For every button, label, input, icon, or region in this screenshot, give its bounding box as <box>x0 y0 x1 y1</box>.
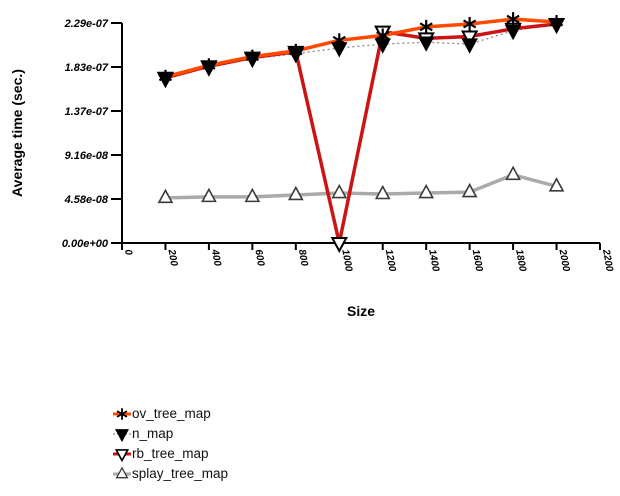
legend-label: ov_tree_map <box>132 406 211 421</box>
data-point-marker <box>114 449 130 462</box>
legend-label: splay_tree_map <box>132 466 229 481</box>
x-tick-label: 2200 <box>600 248 615 273</box>
y-tick-label: 9.16e-08 <box>65 150 109 162</box>
x-axis-title: Size <box>346 303 376 319</box>
data-point-marker <box>463 16 477 31</box>
data-point-marker <box>157 188 174 204</box>
data-point-marker <box>331 183 348 199</box>
data-point-marker <box>287 185 304 201</box>
rb_tree_map-line <box>165 22 557 244</box>
data-point-marker <box>289 43 303 58</box>
data-point-marker <box>115 429 129 442</box>
x-tick-label: 1800 <box>513 249 528 273</box>
legend-label: rb_tree_map <box>132 446 209 461</box>
y-tick-label: 2.29e-07 <box>64 18 109 30</box>
triangle-down-open-legend-marker-icon <box>113 449 131 462</box>
n_map-line <box>165 23 557 80</box>
x-tick-label: 1400 <box>426 249 441 273</box>
ov_tree_map-line <box>165 17 557 79</box>
x-tick-label: 400 <box>209 248 223 268</box>
asterisk-legend-marker-icon <box>113 408 131 420</box>
data-point-marker <box>418 183 435 199</box>
splay_tree_map-line <box>165 172 557 200</box>
x-tick-label: 200 <box>165 248 179 268</box>
data-point-marker <box>115 466 129 479</box>
data-point-marker <box>549 15 564 30</box>
x-tick-label: 1200 <box>383 249 398 273</box>
data-point-marker <box>116 408 128 420</box>
data-point-marker <box>419 19 433 34</box>
data-point-marker <box>245 49 259 64</box>
plot-area: 0 200 400 600 800 1000 1200 1400 1600 1800 2000 220… <box>62 12 615 273</box>
data-point-marker <box>461 182 478 198</box>
data-point-marker <box>461 38 478 54</box>
data-point-marker <box>548 177 565 192</box>
y-tick-label: 4.58e-08 <box>64 194 109 206</box>
data-point-marker <box>376 28 390 43</box>
x-tick-label: 0 <box>122 249 134 257</box>
y-tick-label: 1.37e-07 <box>65 106 109 118</box>
triangle-up-open-legend-marker-icon <box>113 466 131 479</box>
triangle-down-filled-legend-marker-icon <box>113 429 131 442</box>
y-tick-label: 1.83e-07 <box>65 62 109 74</box>
legend-item-n_map: n_map <box>112 424 228 444</box>
data-point-marker <box>417 36 435 52</box>
legend: ov_tree_map n_map rb_tree_map splay_tree_ma… <box>112 404 228 484</box>
data-point-marker <box>374 184 391 200</box>
data-point-marker <box>201 187 217 203</box>
legend-item-ov_tree_map: ov_tree_map <box>112 404 228 424</box>
x-tick-label: 1000 <box>339 249 354 273</box>
legend-label: n_map <box>132 426 174 441</box>
data-point-marker <box>504 24 522 41</box>
x-tick-label: 2000 <box>556 248 571 273</box>
x-tick-label: 600 <box>252 249 266 268</box>
data-point-marker <box>158 69 173 84</box>
x-tick-label: 800 <box>296 249 310 268</box>
legend-item-splay_tree_map: splay_tree_map <box>112 464 228 484</box>
data-point-marker <box>506 12 520 27</box>
legend-item-rb_tree_map: rb_tree_map <box>112 444 228 464</box>
y-tick-label: 0.00e+00 <box>62 238 109 250</box>
data-point-marker <box>460 30 479 47</box>
x-tick-label: 1600 <box>470 249 485 273</box>
data-point-marker <box>505 165 521 181</box>
data-point-marker <box>330 237 348 254</box>
data-point-marker <box>244 187 261 203</box>
data-point-marker <box>332 33 346 48</box>
data-point-marker <box>202 58 216 73</box>
